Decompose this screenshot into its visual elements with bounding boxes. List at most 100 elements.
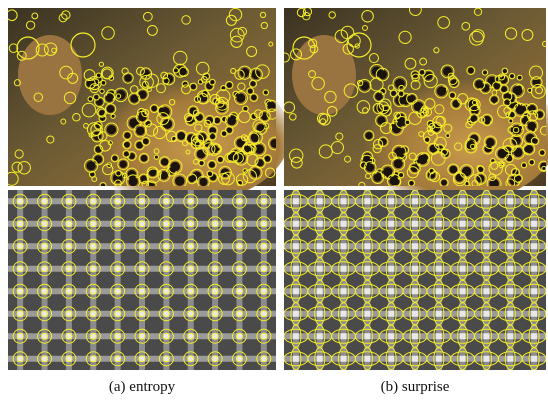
crossing <box>317 198 323 204</box>
spot <box>471 145 474 148</box>
crossing <box>412 288 418 294</box>
crossing <box>460 243 466 249</box>
spot <box>409 181 413 185</box>
spot <box>446 134 449 137</box>
crossing <box>317 333 323 339</box>
spot <box>365 132 372 139</box>
crossing <box>293 311 299 317</box>
spot <box>244 107 248 111</box>
spot <box>394 159 403 168</box>
spot <box>449 166 457 174</box>
crossing <box>388 356 394 362</box>
spot <box>478 167 483 172</box>
spot <box>196 114 203 121</box>
crossing <box>531 333 537 339</box>
crossing <box>341 288 347 294</box>
crossing <box>507 333 513 339</box>
spot <box>191 84 196 89</box>
spot <box>222 131 226 135</box>
crossing <box>388 243 394 249</box>
caption: (b) surprise <box>381 379 450 395</box>
crossing <box>364 221 370 227</box>
crossing <box>293 266 299 272</box>
crossing <box>436 333 442 339</box>
spot <box>443 67 452 76</box>
spot <box>504 100 509 105</box>
crossing <box>507 198 513 204</box>
spot <box>155 156 158 159</box>
crossing <box>293 243 299 249</box>
spot <box>437 87 446 96</box>
spot <box>510 74 514 78</box>
crossing <box>483 311 489 317</box>
crossing <box>293 333 299 339</box>
spot <box>513 148 522 157</box>
spot <box>209 162 215 168</box>
crossing <box>436 356 442 362</box>
spot <box>373 173 381 181</box>
crossing <box>460 288 466 294</box>
figure: (a) entropy (b) surprise <box>0 0 548 405</box>
spot <box>130 95 138 103</box>
spot <box>124 142 130 148</box>
crossing <box>388 311 394 317</box>
crossing <box>412 266 418 272</box>
spot <box>542 167 545 170</box>
crossing <box>507 243 513 249</box>
spot <box>251 95 256 100</box>
spot <box>129 177 138 186</box>
spot <box>420 70 424 74</box>
spot <box>425 138 429 142</box>
spot <box>101 183 105 187</box>
spot <box>124 152 129 157</box>
spot <box>377 117 385 125</box>
crossing <box>436 243 442 249</box>
crossing <box>293 198 299 204</box>
spot <box>151 106 157 112</box>
crossing <box>317 221 323 227</box>
crossing <box>364 311 370 317</box>
spot <box>399 173 403 177</box>
crossing <box>507 266 513 272</box>
spot <box>411 164 419 172</box>
spot <box>143 139 149 145</box>
crossing <box>293 288 299 294</box>
spot <box>540 150 544 154</box>
crossing <box>436 311 442 317</box>
crossing <box>531 266 537 272</box>
spot <box>100 90 103 93</box>
crossing <box>317 288 323 294</box>
spot <box>94 155 102 163</box>
crossing <box>436 221 442 227</box>
crossing <box>531 243 537 249</box>
spot <box>124 132 130 138</box>
crossing <box>436 198 442 204</box>
spot <box>530 160 534 164</box>
crossing <box>507 311 513 317</box>
crossing <box>293 356 299 362</box>
crossing <box>388 288 394 294</box>
spot <box>522 163 526 167</box>
crossing <box>531 311 537 317</box>
crossing <box>483 356 489 362</box>
spot <box>525 145 533 153</box>
crossing <box>460 221 466 227</box>
spot <box>516 176 522 182</box>
crossing <box>531 288 537 294</box>
spot <box>468 68 474 74</box>
spot <box>406 121 409 124</box>
spot <box>119 160 127 168</box>
crossing <box>364 333 370 339</box>
crossing <box>412 243 418 249</box>
spot <box>218 157 223 162</box>
spot <box>112 115 115 118</box>
crossing <box>531 198 537 204</box>
spot <box>94 95 98 99</box>
spot <box>264 91 268 95</box>
crossing <box>460 198 466 204</box>
spot <box>136 127 145 136</box>
spot <box>418 155 427 164</box>
crossing <box>483 288 489 294</box>
crossing <box>483 333 489 339</box>
spot <box>455 174 463 182</box>
